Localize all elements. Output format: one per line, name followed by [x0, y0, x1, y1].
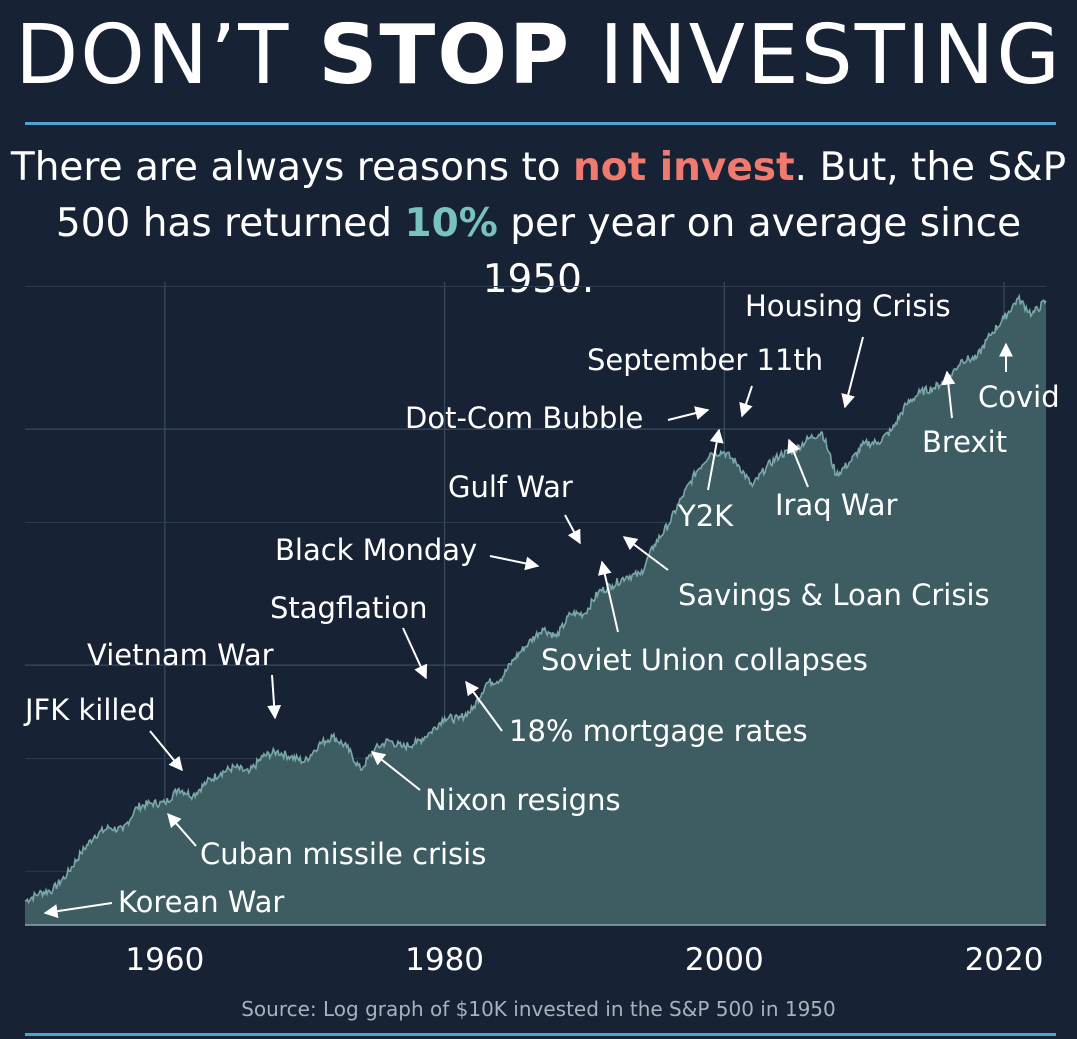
- annotation-label-soviet-union-collapses: Soviet Union collapses: [541, 643, 868, 677]
- annotation-label-stagflation: Stagflation: [270, 591, 428, 625]
- annotation-arrow-brexit: [941, 370, 956, 419]
- subtitle-text: . But, the S&P: [794, 145, 1067, 190]
- annotation-label-jfk-killed: JFK killed: [23, 693, 156, 727]
- annotation-arrow-korean-war: [43, 902, 113, 919]
- title-part-3: INVESTING: [571, 8, 1062, 103]
- annotation-arrow-savings-loan-crisis: [622, 536, 669, 571]
- annotation-label-covid: Covid: [978, 380, 1060, 414]
- annotation-label-cuban-missile-crisis: Cuban missile crisis: [200, 837, 486, 871]
- annotation-arrow-vietnam-war: [267, 674, 282, 720]
- annotation-label-nixon-resigns: Nixon resigns: [425, 783, 621, 817]
- x-tick-label: 1980: [405, 942, 484, 978]
- annotation-arrow-black-monday: [489, 555, 540, 571]
- annotation-arrow-cuban-missile-crisis: [167, 812, 197, 847]
- x-tick-label: 1960: [125, 942, 204, 978]
- source-note: Source: Log graph of $10K invested in th…: [241, 997, 836, 1021]
- subtitle-text: per year on average since 1950.: [482, 201, 1022, 302]
- annotation-label-y2k: Y2K: [677, 499, 734, 533]
- annotation-label-gulf-war: Gulf War: [448, 470, 573, 504]
- title-part-1: DON’T: [15, 8, 319, 103]
- subtitle-text: There are always reasons to: [10, 145, 574, 190]
- annotation-label-september-11th: September 11th: [587, 343, 823, 377]
- annotation-label-brexit: Brexit: [922, 425, 1007, 459]
- annotation-arrow-jfk-killed: [149, 730, 183, 772]
- annotation-label-vietnam-war: Vietnam War: [87, 638, 274, 672]
- subtitle-line-2: 500 has returned 10% per year on average…: [0, 196, 1077, 308]
- annotation-arrow-dot-com-bubble: [667, 406, 710, 421]
- event-annotations: Korean War Cuban missile crisis JFK killed…: [23, 289, 1060, 919]
- bottom-divider: [25, 1033, 1056, 1036]
- annotation-label-18-mortgage-rates: 18% mortgage rates: [509, 714, 808, 748]
- annotation-arrow-y2k: [707, 428, 724, 491]
- annotation-arrow-gulf-war: [564, 514, 581, 545]
- subtitle-line-1: There are always reasons to not invest. …: [0, 140, 1077, 196]
- annotation-label-dot-com-bubble: Dot-Com Bubble: [405, 401, 643, 435]
- annotation-arrow-18-mortgage-rates: [465, 680, 503, 732]
- annotation-arrow-iraq-war: [787, 438, 809, 488]
- x-tick-label: 2020: [965, 942, 1044, 978]
- annotation-label-savings-loan-crisis: Savings & Loan Crisis: [678, 578, 990, 612]
- annotation-label-black-monday: Black Monday: [275, 533, 477, 567]
- annotation-arrow-nixon-resigns: [370, 751, 421, 791]
- subtitle-highlight-teal: 10%: [404, 201, 498, 246]
- x-axis-ticks: 1960 1980 2000 2020: [125, 942, 1043, 978]
- top-divider: [25, 122, 1056, 125]
- annotation-label-korean-war: Korean War: [118, 885, 284, 919]
- subtitle-text: 500 has returned: [55, 201, 405, 246]
- annotation-arrow-housing-crisis: [841, 336, 864, 409]
- subtitle-highlight-red: not invest: [573, 145, 795, 190]
- annotation-arrow-stagflation: [402, 627, 428, 680]
- annotation-label-housing-crisis: Housing Crisis: [745, 289, 951, 323]
- annotation-label-iraq-war: Iraq War: [775, 488, 897, 522]
- page-title: DON’T STOP INVESTING: [0, 6, 1077, 106]
- annotation-arrow-september-11th: [739, 385, 753, 418]
- annotation-arrow-soviet-union-collapses: [597, 560, 619, 633]
- subtitle: There are always reasons to not invest. …: [0, 140, 1077, 308]
- sp500-line: [24, 293, 1047, 905]
- title-emphasis: STOP: [318, 8, 572, 103]
- x-tick-label: 2000: [685, 942, 764, 978]
